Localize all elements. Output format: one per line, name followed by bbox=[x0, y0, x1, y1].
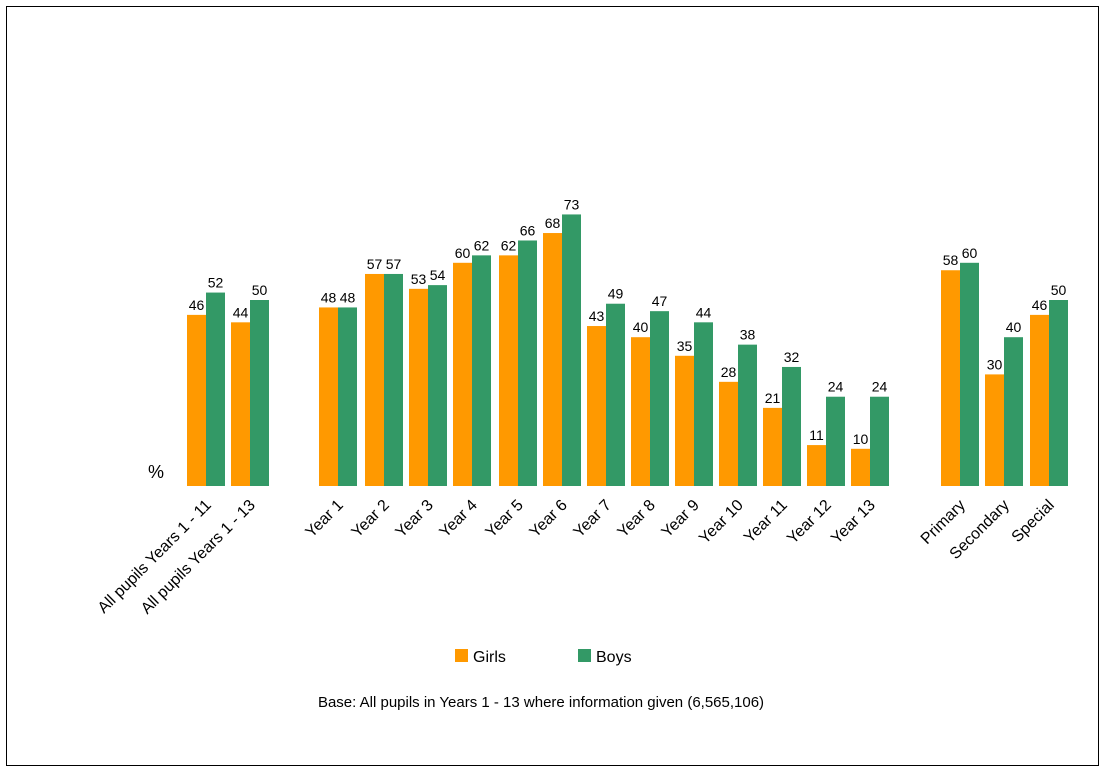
base-note: Base: All pupils in Years 1 - 13 where i… bbox=[318, 694, 764, 711]
bar-boys-16 bbox=[1004, 337, 1023, 486]
data-label-boys-16: 40 bbox=[1006, 319, 1022, 335]
category-label-12: Year 11 bbox=[741, 497, 791, 547]
bar-girls-3 bbox=[365, 273, 384, 486]
data-label-girls-12: 21 bbox=[765, 390, 781, 406]
data-label-girls-0: 46 bbox=[189, 297, 205, 313]
bar-girls-5 bbox=[453, 262, 472, 486]
bar-boys-6 bbox=[518, 240, 537, 486]
bar-girls-7 bbox=[543, 233, 562, 486]
data-label-boys-14: 24 bbox=[872, 379, 888, 395]
data-label-boys-7: 73 bbox=[564, 196, 580, 212]
category-label-2: Year 1 bbox=[303, 497, 347, 541]
bar-girls-8 bbox=[587, 326, 606, 486]
data-label-girls-9: 40 bbox=[633, 319, 649, 335]
category-label-13: Year 12 bbox=[784, 497, 835, 548]
data-label-boys-4: 54 bbox=[430, 267, 446, 283]
data-label-girls-14: 10 bbox=[853, 431, 869, 447]
category-label-3: Year 2 bbox=[349, 497, 393, 541]
bar-girls-12 bbox=[763, 407, 782, 486]
data-label-boys-1: 50 bbox=[252, 282, 268, 298]
bar-girls-17 bbox=[1030, 314, 1049, 486]
data-label-boys-10: 44 bbox=[696, 304, 712, 320]
bar-girls-4 bbox=[409, 288, 428, 486]
category-label-6: Year 5 bbox=[483, 497, 527, 541]
data-label-boys-5: 62 bbox=[474, 237, 490, 253]
bar-boys-8 bbox=[606, 303, 625, 486]
data-label-boys-8: 49 bbox=[608, 286, 624, 302]
bar-boys-5 bbox=[472, 255, 491, 486]
data-label-boys-2: 48 bbox=[340, 289, 356, 305]
y-axis-unit-label: % bbox=[148, 462, 164, 482]
data-label-girls-17: 46 bbox=[1032, 297, 1048, 313]
bar-girls-14 bbox=[851, 448, 870, 486]
data-label-boys-9: 47 bbox=[652, 293, 668, 309]
data-label-girls-1: 44 bbox=[233, 304, 249, 320]
data-label-girls-10: 35 bbox=[677, 338, 693, 354]
data-label-boys-17: 50 bbox=[1051, 282, 1067, 298]
data-label-girls-3: 57 bbox=[367, 256, 383, 272]
data-label-boys-3: 57 bbox=[386, 256, 402, 272]
bar-boys-12 bbox=[782, 366, 801, 486]
data-label-boys-0: 52 bbox=[208, 275, 224, 291]
bar-boys-4 bbox=[428, 285, 447, 486]
bar-girls-2 bbox=[319, 307, 338, 486]
category-label-14: Year 13 bbox=[828, 497, 879, 548]
data-label-boys-11: 38 bbox=[740, 327, 756, 343]
data-label-girls-16: 30 bbox=[987, 356, 1003, 372]
legend-label-girls: Girls bbox=[473, 649, 506, 666]
bar-boys-2 bbox=[338, 307, 357, 486]
data-label-boys-15: 60 bbox=[962, 245, 978, 261]
category-label-4: Year 3 bbox=[393, 497, 437, 541]
data-label-girls-7: 68 bbox=[545, 215, 561, 231]
bar-boys-10 bbox=[694, 322, 713, 486]
data-label-girls-8: 43 bbox=[589, 308, 605, 324]
bar-boys-15 bbox=[960, 262, 979, 486]
category-label-11: Year 10 bbox=[696, 497, 747, 548]
bar-girls-10 bbox=[675, 355, 694, 486]
bar-girls-11 bbox=[719, 381, 738, 486]
bar-boys-11 bbox=[738, 344, 757, 486]
data-label-girls-13: 11 bbox=[809, 427, 824, 443]
data-label-girls-11: 28 bbox=[721, 364, 737, 380]
bar-girls-6 bbox=[499, 255, 518, 486]
bar-boys-7 bbox=[562, 214, 581, 486]
bar-boys-13 bbox=[826, 396, 845, 486]
bar-boys-17 bbox=[1049, 300, 1068, 486]
data-label-girls-4: 53 bbox=[411, 271, 427, 287]
bar-girls-9 bbox=[631, 337, 650, 486]
bar-girls-0 bbox=[187, 314, 206, 486]
data-label-boys-13: 24 bbox=[828, 379, 844, 395]
bar-boys-0 bbox=[206, 292, 225, 486]
data-label-girls-6: 62 bbox=[501, 237, 517, 253]
category-label-7: Year 6 bbox=[527, 497, 571, 541]
legend-label-boys: Boys bbox=[596, 649, 632, 666]
legend-swatch-girls bbox=[455, 649, 468, 662]
legend-swatch-boys bbox=[578, 649, 591, 662]
bar-girls-1 bbox=[231, 322, 250, 486]
bar-girls-15 bbox=[941, 270, 960, 486]
category-label-17: Special bbox=[1009, 497, 1058, 546]
data-label-boys-12: 32 bbox=[784, 349, 800, 365]
bar-boys-3 bbox=[384, 273, 403, 486]
category-label-9: Year 8 bbox=[615, 497, 659, 541]
category-label-5: Year 4 bbox=[437, 497, 481, 541]
bar-girls-13 bbox=[807, 445, 826, 486]
bar-boys-14 bbox=[870, 396, 889, 486]
data-label-girls-5: 60 bbox=[455, 245, 471, 261]
bar-girls-16 bbox=[985, 374, 1004, 486]
data-label-girls-15: 58 bbox=[943, 252, 959, 268]
data-label-girls-2: 48 bbox=[321, 289, 337, 305]
bar-boys-9 bbox=[650, 311, 669, 486]
bar-boys-1 bbox=[250, 300, 269, 486]
category-label-8: Year 7 bbox=[571, 497, 615, 541]
data-label-boys-6: 66 bbox=[520, 222, 536, 238]
